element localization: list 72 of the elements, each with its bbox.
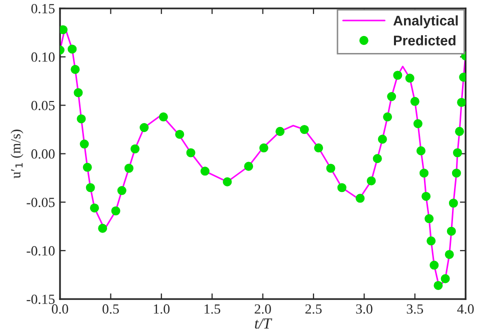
- y-tick-label: 0.00: [31, 149, 55, 159]
- x-tick-label: 3.5: [406, 304, 424, 314]
- point: [244, 162, 254, 171]
- point: [440, 274, 450, 284]
- point: [124, 164, 134, 173]
- point: [175, 130, 184, 139]
- point: [426, 236, 436, 246]
- point: [372, 154, 382, 164]
- point: [70, 64, 80, 74]
- point: [430, 260, 439, 270]
- point: [455, 126, 464, 136]
- point: [446, 226, 456, 236]
- point: [366, 176, 376, 186]
- point: [158, 112, 168, 122]
- point: [457, 98, 466, 107]
- point: [68, 44, 77, 54]
- point: [314, 143, 324, 152]
- point: [405, 74, 414, 83]
- y-tick-label: -0.15: [26, 294, 55, 304]
- point: [74, 88, 83, 98]
- y-axis-title: u′$_{1}$ (m/s): [10, 130, 24, 178]
- point: [413, 119, 422, 128]
- point: [80, 140, 89, 149]
- x-tick-label: 3.0: [356, 304, 372, 314]
- x-tick-label: 1.5: [204, 304, 220, 314]
- point: [186, 148, 196, 158]
- legend-label: Predicted: [394, 35, 456, 46]
- y-tick-label: 0.05: [31, 100, 55, 110]
- point: [300, 124, 309, 134]
- point: [393, 70, 402, 80]
- x-tick-label: 4.0: [457, 304, 474, 314]
- point: [140, 123, 149, 132]
- y-tick-label: 0.15: [31, 4, 55, 14]
- y-tick-label: -0.05: [26, 198, 55, 208]
- point: [200, 166, 210, 176]
- x-tick-label: 0.5: [102, 304, 119, 314]
- point: [378, 134, 387, 144]
- point: [337, 183, 346, 192]
- point: [111, 206, 120, 216]
- point: [420, 168, 429, 178]
- point: [356, 194, 365, 203]
- point: [76, 114, 86, 124]
- x-axis-title: t/T: [254, 318, 272, 329]
- point: [422, 192, 431, 201]
- point: [452, 148, 462, 158]
- point: [416, 146, 426, 156]
- point: [60, 25, 68, 34]
- point: [117, 186, 126, 196]
- point: [448, 198, 458, 208]
- point: [326, 164, 336, 173]
- point: [130, 144, 140, 154]
- point: [86, 183, 95, 192]
- point: [452, 168, 461, 178]
- y-tick-label: 0.10: [31, 52, 55, 62]
- x-tick-label: 0.0: [52, 304, 68, 314]
- point: [82, 162, 92, 172]
- legend-label: Analytical: [393, 15, 458, 28]
- point: [444, 250, 454, 259]
- point: [383, 112, 392, 122]
- point: [276, 126, 285, 136]
- point: [424, 214, 434, 224]
- point: [434, 280, 443, 290]
- x-tick-label: 2.5: [305, 304, 322, 314]
- y-tick-label: -0.10: [26, 246, 55, 256]
- point: [222, 177, 232, 186]
- point: [387, 92, 396, 102]
- x-tick-label: 2.0: [254, 304, 271, 314]
- x-tick-label: 1.0: [154, 304, 170, 314]
- point: [259, 143, 268, 152]
- point: [98, 224, 108, 233]
- point: [410, 96, 420, 106]
- point: [90, 203, 99, 212]
